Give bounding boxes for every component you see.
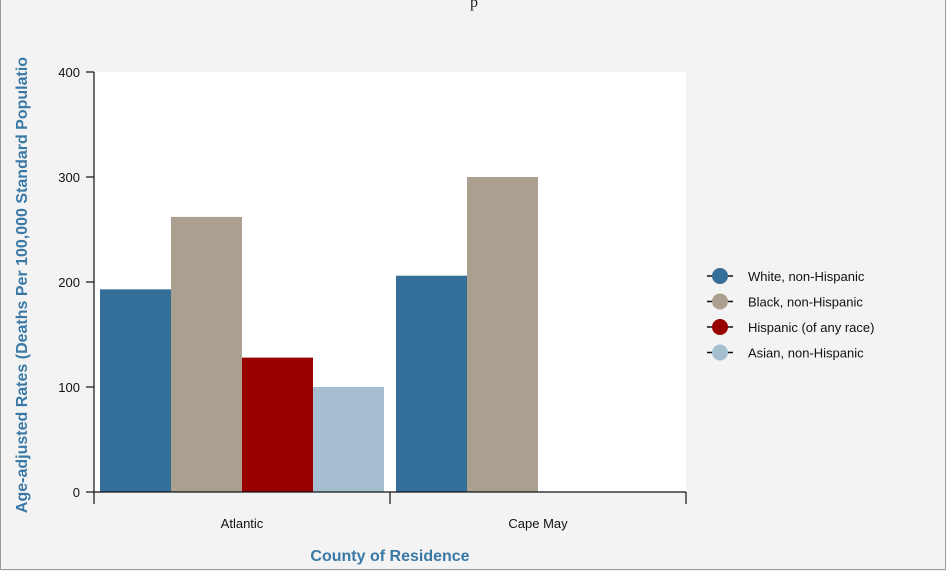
legend-marker	[712, 344, 728, 361]
x-category-label: Cape May	[508, 516, 568, 531]
y-tick-label: 200	[58, 275, 80, 290]
x-category-label: Atlantic	[221, 516, 264, 531]
bar-cape-may-1	[467, 177, 538, 492]
y-tick-label: 0	[73, 485, 80, 500]
legend-marker	[712, 268, 728, 284]
y-tick-label: 400	[58, 65, 80, 80]
x-axis-title: County of Residence	[310, 548, 469, 565]
bar-atlantic-0	[100, 289, 171, 492]
y-tick-label: 300	[58, 170, 80, 185]
bar-cape-may-0	[396, 275, 467, 492]
legend-label: Asian, non-Hispanic	[748, 346, 864, 361]
legend-marker	[712, 293, 728, 310]
legend: White, non-Hispanic Black, non-Hispanic Hi…	[707, 268, 874, 361]
legend-marker	[712, 319, 728, 335]
y-axis-title: Age-adjusted Rates (Deaths Per 100,000 S…	[14, 57, 31, 513]
top-text: p	[470, 0, 478, 11]
y-tick-label: 100	[58, 380, 80, 395]
bar-atlantic-3	[313, 387, 384, 492]
bar-atlantic-1	[171, 216, 242, 492]
bars-group	[100, 177, 538, 492]
bar-atlantic-2	[242, 357, 313, 492]
y-axis: 0 100 200 300 400	[58, 65, 95, 500]
legend-label: Black, non-Hispanic	[748, 295, 863, 310]
legend-label: Hispanic (of any race)	[748, 320, 874, 335]
legend-label: White, non-Hispanic	[748, 269, 865, 284]
x-axis: Atlantic Cape May	[93, 491, 687, 531]
